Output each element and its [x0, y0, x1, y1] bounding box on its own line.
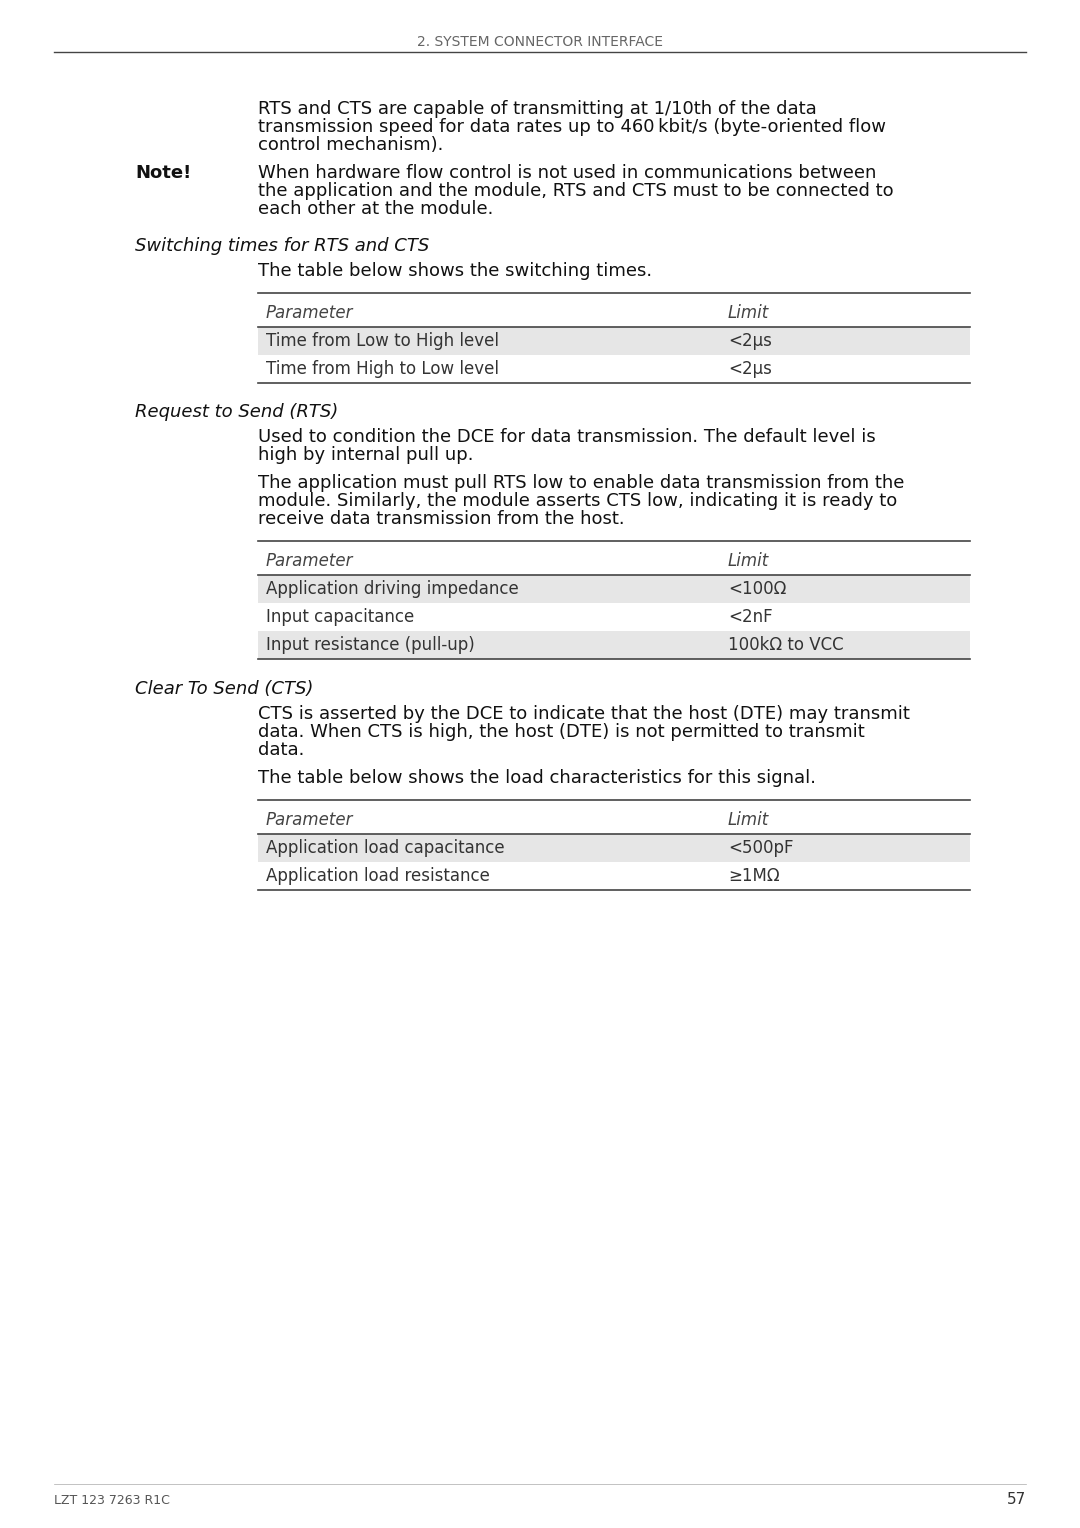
- Text: Parameter: Parameter: [266, 304, 353, 321]
- Text: <100Ω: <100Ω: [728, 581, 786, 597]
- Bar: [258, 834, 970, 862]
- Text: Limit: Limit: [728, 304, 769, 321]
- Text: Switching times for RTS and CTS: Switching times for RTS and CTS: [135, 237, 429, 255]
- Text: Clear To Send (CTS): Clear To Send (CTS): [135, 680, 313, 698]
- Bar: [258, 354, 970, 382]
- Text: CTS is asserted by the DCE to indicate that the host (DTE) may transmit: CTS is asserted by the DCE to indicate t…: [258, 704, 909, 723]
- Text: Input capacitance: Input capacitance: [266, 608, 415, 626]
- Text: high by internal pull up.: high by internal pull up.: [258, 446, 473, 465]
- Text: Used to condition the DCE for data transmission. The default level is: Used to condition the DCE for data trans…: [258, 428, 876, 446]
- Text: Request to Send (RTS): Request to Send (RTS): [135, 403, 338, 422]
- Text: ≥1MΩ: ≥1MΩ: [728, 866, 780, 885]
- Text: <2nF: <2nF: [728, 608, 772, 626]
- Text: Application load resistance: Application load resistance: [266, 866, 490, 885]
- Text: <2μs: <2μs: [728, 332, 772, 350]
- Text: The table below shows the load characteristics for this signal.: The table below shows the load character…: [258, 769, 816, 787]
- Text: Application driving impedance: Application driving impedance: [266, 581, 518, 597]
- Text: Limit: Limit: [728, 552, 769, 570]
- Text: 2. SYSTEM CONNECTOR INTERFACE: 2. SYSTEM CONNECTOR INTERFACE: [417, 35, 663, 49]
- Text: The table below shows the switching times.: The table below shows the switching time…: [258, 261, 652, 280]
- Text: The application must pull RTS low to enable data transmission from the: The application must pull RTS low to ena…: [258, 474, 904, 492]
- Text: control mechanism).: control mechanism).: [258, 136, 444, 154]
- Bar: [258, 631, 970, 659]
- Text: Application load capacitance: Application load capacitance: [266, 839, 504, 857]
- Text: receive data transmission from the host.: receive data transmission from the host.: [258, 510, 624, 529]
- Text: transmission speed for data rates up to 460 kbit/s (byte-oriented flow: transmission speed for data rates up to …: [258, 118, 886, 136]
- Text: RTS and CTS are capable of transmitting at 1/10th of the data: RTS and CTS are capable of transmitting …: [258, 99, 816, 118]
- Bar: [258, 327, 970, 354]
- Text: LZT 123 7263 R1C: LZT 123 7263 R1C: [54, 1493, 170, 1507]
- Text: 100kΩ to VCC: 100kΩ to VCC: [728, 636, 843, 654]
- Text: Time from Low to High level: Time from Low to High level: [266, 332, 499, 350]
- Text: Limit: Limit: [728, 811, 769, 828]
- Text: data.: data.: [258, 741, 305, 759]
- Text: Note!: Note!: [135, 163, 191, 182]
- Text: <2μs: <2μs: [728, 359, 772, 377]
- Text: Time from High to Low level: Time from High to Low level: [266, 359, 499, 377]
- Text: Input resistance (pull-up): Input resistance (pull-up): [266, 636, 475, 654]
- Text: Parameter: Parameter: [266, 811, 353, 828]
- Text: data. When CTS is high, the host (DTE) is not permitted to transmit: data. When CTS is high, the host (DTE) i…: [258, 723, 865, 741]
- Text: the application and the module, RTS and CTS must to be connected to: the application and the module, RTS and …: [258, 182, 893, 200]
- Text: When hardware flow control is not used in communications between: When hardware flow control is not used i…: [258, 163, 876, 182]
- Bar: [258, 575, 970, 604]
- Bar: [258, 604, 970, 631]
- Bar: [258, 862, 970, 889]
- Text: <500pF: <500pF: [728, 839, 794, 857]
- Text: module. Similarly, the module asserts CTS low, indicating it is ready to: module. Similarly, the module asserts CT…: [258, 492, 897, 510]
- Text: each other at the module.: each other at the module.: [258, 200, 494, 219]
- Text: Parameter: Parameter: [266, 552, 353, 570]
- Text: 57: 57: [1007, 1493, 1026, 1508]
